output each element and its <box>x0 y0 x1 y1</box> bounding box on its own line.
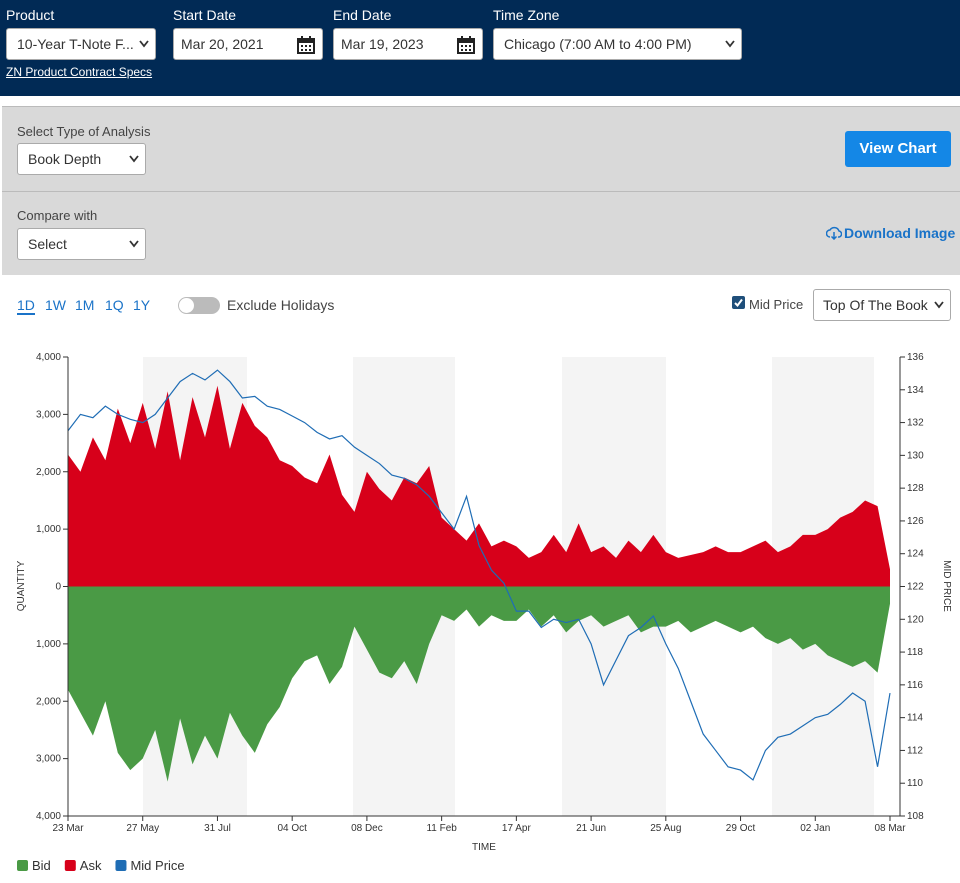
y-tick-label: 4,000 <box>36 352 61 363</box>
legend-label: Mid Price <box>130 858 184 873</box>
x-tick-label: 11 Feb <box>426 823 457 834</box>
toggle[interactable] <box>178 297 220 314</box>
chart: QUANTITY MID PRICE TIME 4,000 3,000 2,000 1… <box>16 352 952 873</box>
toggle-knob <box>179 298 194 313</box>
y2-tick-label: 124 <box>907 549 924 560</box>
x-tick-label: 02 Jan <box>800 823 830 834</box>
legend-swatch <box>115 860 127 871</box>
y2-tick-label: 120 <box>907 614 924 625</box>
caret <box>934 301 944 309</box>
legend-label: Ask <box>80 858 102 873</box>
calendar-icon <box>457 36 475 54</box>
area <box>68 586 890 782</box>
x-tick-label: 31 Jul <box>204 823 231 834</box>
y2-tick-label: 116 <box>907 680 923 691</box>
y2-tick-label: 112 <box>907 745 923 756</box>
header: Product 10-Year T-Note F... Start Date M… <box>0 0 960 96</box>
area <box>68 385 890 587</box>
calendar-icon <box>297 36 315 54</box>
y2-tick-label: 128 <box>907 483 924 494</box>
y-tick-label: 2,000 <box>36 467 61 478</box>
x-tick-label: 23 Mar <box>52 823 84 834</box>
value: Mar 19, 2023 <box>341 36 424 52</box>
caret <box>129 155 139 163</box>
checkbox[interactable] <box>732 296 745 309</box>
range-button[interactable]: 1Q <box>105 297 124 313</box>
value: Select <box>28 236 67 252</box>
y2-tick-label: 122 <box>907 582 924 593</box>
label: Compare with <box>17 208 98 223</box>
label: Time Zone <box>493 7 560 23</box>
label: Product <box>6 7 55 23</box>
y-axis-title: QUANTITY <box>16 560 27 611</box>
product-select[interactable]: 10-Year T-Note F... <box>6 28 156 60</box>
view-chart-button[interactable]: View Chart <box>845 131 951 167</box>
value: Top Of The Book <box>823 297 928 313</box>
x-tick-label: 29 Oct <box>726 823 756 834</box>
cloud-icon <box>826 226 842 240</box>
check <box>734 298 743 308</box>
y2-tick-label: 110 <box>907 778 923 789</box>
end-date[interactable]: Mar 19, 2023 <box>333 28 483 60</box>
toggle-label: Exclude Holidays <box>227 297 335 313</box>
legend-swatch <box>17 860 28 871</box>
analysis-select[interactable]: Book Depth <box>17 143 146 175</box>
x-tick-label: 25 Aug <box>650 823 681 834</box>
y2-axis-title: MID PRICE <box>941 560 952 612</box>
controls-panel: Select Type of Analysis Book Depth View … <box>2 106 960 275</box>
x-axis-title: TIME <box>472 842 496 853</box>
start-date[interactable]: Mar 20, 2021 <box>173 28 323 60</box>
y-tick-label: 3,000 <box>36 409 61 420</box>
caret <box>129 240 139 248</box>
y2-tick-label: 134 <box>907 385 924 396</box>
y-tick-label: 1,000 <box>36 524 61 535</box>
value: Chicago (7:00 AM to 4:00 PM) <box>504 36 692 52</box>
line <box>67 369 891 781</box>
x-tick-label: 08 Dec <box>351 823 383 834</box>
y-tick-label: 0 <box>55 582 61 593</box>
download-link[interactable]: Download Image <box>844 225 956 241</box>
x-tick-label: 27 May <box>126 823 159 834</box>
compare-select[interactable]: Select <box>17 228 146 260</box>
y-tick-label: 1,000 <box>36 639 61 650</box>
caret <box>725 40 735 48</box>
label: Start Date <box>173 7 237 23</box>
y2-tick-label: 126 <box>907 516 924 527</box>
y2-tick-label: 114 <box>907 713 923 724</box>
specs-link[interactable]: ZN Product Contract Specs <box>6 65 153 79</box>
y2-tick-label: 132 <box>907 418 924 429</box>
range-button[interactable]: 1M <box>75 297 95 313</box>
book-select[interactable]: Top Of The Book <box>813 289 951 321</box>
caret <box>139 40 149 48</box>
x-tick-label: 21 Jun <box>576 823 606 834</box>
y2-tick-label: 136 <box>907 352 924 363</box>
divider <box>2 191 960 192</box>
y2-tick-label: 118 <box>907 647 923 658</box>
timezone-select[interactable]: Chicago (7:00 AM to 4:00 PM) <box>493 28 742 60</box>
range-button[interactable]: 1W <box>45 297 66 313</box>
label: End Date <box>333 7 392 23</box>
x-tick-label: 04 Oct <box>277 823 307 834</box>
checkbox-label: Mid Price <box>749 297 804 312</box>
legend-label: Bid <box>32 858 51 873</box>
legend-swatch <box>64 860 76 871</box>
y-tick-label: 3,000 <box>36 754 61 765</box>
y-tick-label: 2,000 <box>36 696 61 707</box>
range-button[interactable]: 1D <box>17 297 35 315</box>
x-tick-label: 08 Mar <box>874 823 906 834</box>
x-tick-label: 17 Apr <box>502 823 532 834</box>
value: Mar 20, 2021 <box>181 36 264 52</box>
y2-tick-label: 130 <box>907 450 924 461</box>
value: 10-Year T-Note F... <box>17 36 134 52</box>
label: Select Type of Analysis <box>17 124 151 139</box>
range-button[interactable]: 1Y <box>133 297 151 313</box>
y-tick-label: 4,000 <box>36 811 61 822</box>
value: Book Depth <box>28 151 102 167</box>
y2-tick-label: 108 <box>907 811 924 822</box>
